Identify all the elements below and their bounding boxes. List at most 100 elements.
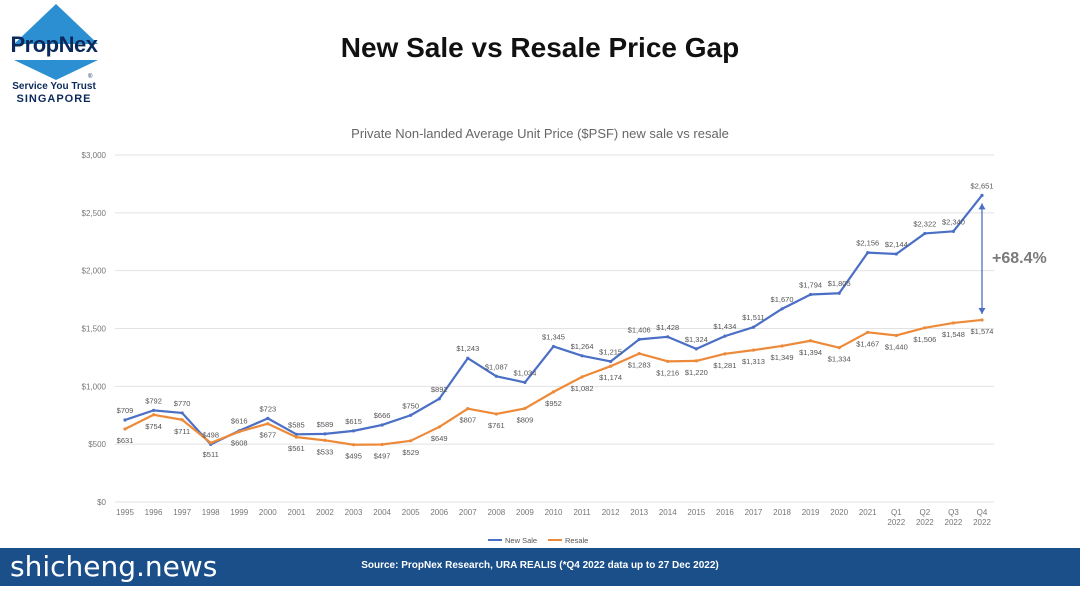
source-note: Source: PropNex Research, URA REALIS (*Q… (361, 560, 719, 571)
resale-point (294, 435, 298, 439)
new-sale-data-label: $723 (259, 404, 276, 413)
new-sale-data-label: $1,324 (685, 335, 708, 344)
new-sale-data-label: $1,670 (771, 295, 794, 304)
new-sale-point (866, 251, 870, 255)
x-tick-label: 2004 (373, 508, 391, 517)
resale-data-label: $533 (317, 447, 334, 456)
resale-data-label: $1,082 (571, 384, 594, 393)
chart-title: Private Non-landed Average Unit Price ($… (351, 126, 729, 141)
x-tick-label: 2007 (459, 508, 477, 517)
resale-data-label: $754 (145, 422, 162, 431)
x-tick-label: 2011 (573, 508, 591, 517)
x-tick-label: 2012 (602, 508, 620, 517)
new-sale-point (323, 432, 327, 436)
resale-data-label: $1,440 (885, 342, 908, 351)
resale-data-label: $809 (517, 415, 534, 424)
y-tick-label: $3,000 (82, 151, 107, 160)
resale-data-label: $529 (402, 448, 419, 457)
x-tick-label: 2017 (745, 508, 763, 517)
new-sale-data-label: $709 (117, 406, 134, 415)
new-sale-point (751, 325, 756, 329)
x-tick-label: 2020 (830, 508, 848, 517)
x-tick-label: 2013 (630, 508, 648, 517)
new-sale-data-label: $585 (288, 420, 305, 429)
resale-data-label: $1,574 (971, 327, 994, 336)
new-sale-point (637, 337, 641, 341)
new-sale-data-label: $1,511 (742, 313, 764, 322)
resale-point (923, 326, 927, 330)
new-sale-data-label: $792 (145, 396, 162, 405)
x-tick-label: 1999 (230, 508, 248, 517)
resale-point (351, 443, 356, 447)
resale-point (837, 346, 841, 350)
resale-point (809, 339, 813, 343)
logo-brand: PropNex (10, 32, 98, 57)
resale-point (237, 430, 241, 434)
new-sale-point (723, 334, 727, 338)
resale-point (437, 425, 441, 429)
footer-bar: shicheng.news Source: PropNex Research, … (0, 548, 1080, 586)
legend-new-sale-label: New Sale (505, 536, 537, 545)
resale-point (609, 364, 613, 368)
resale-data-label: $1,394 (799, 348, 822, 357)
resale-point (380, 442, 384, 447)
new-sale-data-label: $1,805 (828, 279, 851, 288)
resale-data-label: $561 (288, 444, 305, 453)
x-tick-label: Q2 2022 (916, 508, 934, 527)
resale-data-label: $1,281 (713, 361, 736, 370)
new-sale-data-label: $1,264 (571, 342, 594, 351)
resale-point (866, 330, 870, 334)
new-sale-point (666, 335, 670, 339)
x-tick-label: 2021 (859, 508, 877, 517)
resale-data-label: $1,506 (913, 335, 936, 344)
new-sale-point (780, 307, 784, 311)
resale-data-label: $1,467 (856, 339, 879, 348)
x-tick-label: Q4 2022 (973, 508, 991, 527)
resale-point (409, 439, 413, 443)
resale-data-label: $495 (345, 452, 362, 461)
new-sale-data-label: $1,434 (713, 322, 736, 331)
y-tick-label: $2,000 (82, 267, 107, 276)
resale-point (894, 333, 898, 338)
new-sale-data-label: $1,345 (542, 332, 565, 341)
new-sale-point (609, 359, 613, 364)
x-tick-label: 2001 (288, 508, 306, 517)
new-sale-point (837, 291, 841, 295)
propnex-logo: PropNex ® Service You Trust SINGAPORE (4, 4, 104, 105)
new-sale-point (494, 374, 498, 378)
resale-data-label: $1,349 (771, 353, 794, 362)
resale-data-label: $677 (259, 431, 276, 440)
resale-point (551, 390, 556, 394)
x-tick-label: 2010 (545, 508, 563, 517)
gap-annotation: +68.4% (992, 250, 1047, 267)
y-tick-label: $500 (88, 440, 106, 449)
new-sale-data-label: $589 (317, 420, 334, 429)
new-sale-data-label: $2,340 (942, 217, 965, 226)
resale-point (466, 407, 470, 411)
watermark: shicheng.news (10, 550, 218, 583)
new-sale-data-label: $770 (174, 399, 191, 408)
page-title: New Sale vs Resale Price Gap (340, 32, 740, 63)
resale-point (494, 412, 498, 416)
resale-data-label: $511 (203, 450, 219, 459)
y-tick-label: $1,500 (82, 325, 107, 334)
x-tick-label: 2005 (402, 508, 420, 517)
new-sale-point (151, 408, 156, 412)
resale-data-label: $1,334 (828, 355, 851, 364)
resale-point (694, 359, 698, 363)
resale-point (523, 406, 527, 411)
new-sale-point (894, 252, 898, 256)
gap-arrow-down-icon (978, 307, 986, 314)
new-sale-point (351, 429, 356, 433)
new-sale-point (123, 418, 127, 422)
logo-tagline: Service You Trust (12, 81, 96, 92)
x-tick-label: 2006 (430, 508, 448, 517)
resale-data-label: $649 (431, 434, 448, 443)
new-sale-point (523, 380, 527, 385)
gap-arrow-up-icon (978, 203, 986, 210)
x-tick-label: 2003 (345, 508, 363, 517)
resale-data-label: $1,174 (599, 373, 622, 382)
resale-data-label: $631 (117, 436, 134, 445)
logo-registered-mark: ® (88, 74, 93, 80)
